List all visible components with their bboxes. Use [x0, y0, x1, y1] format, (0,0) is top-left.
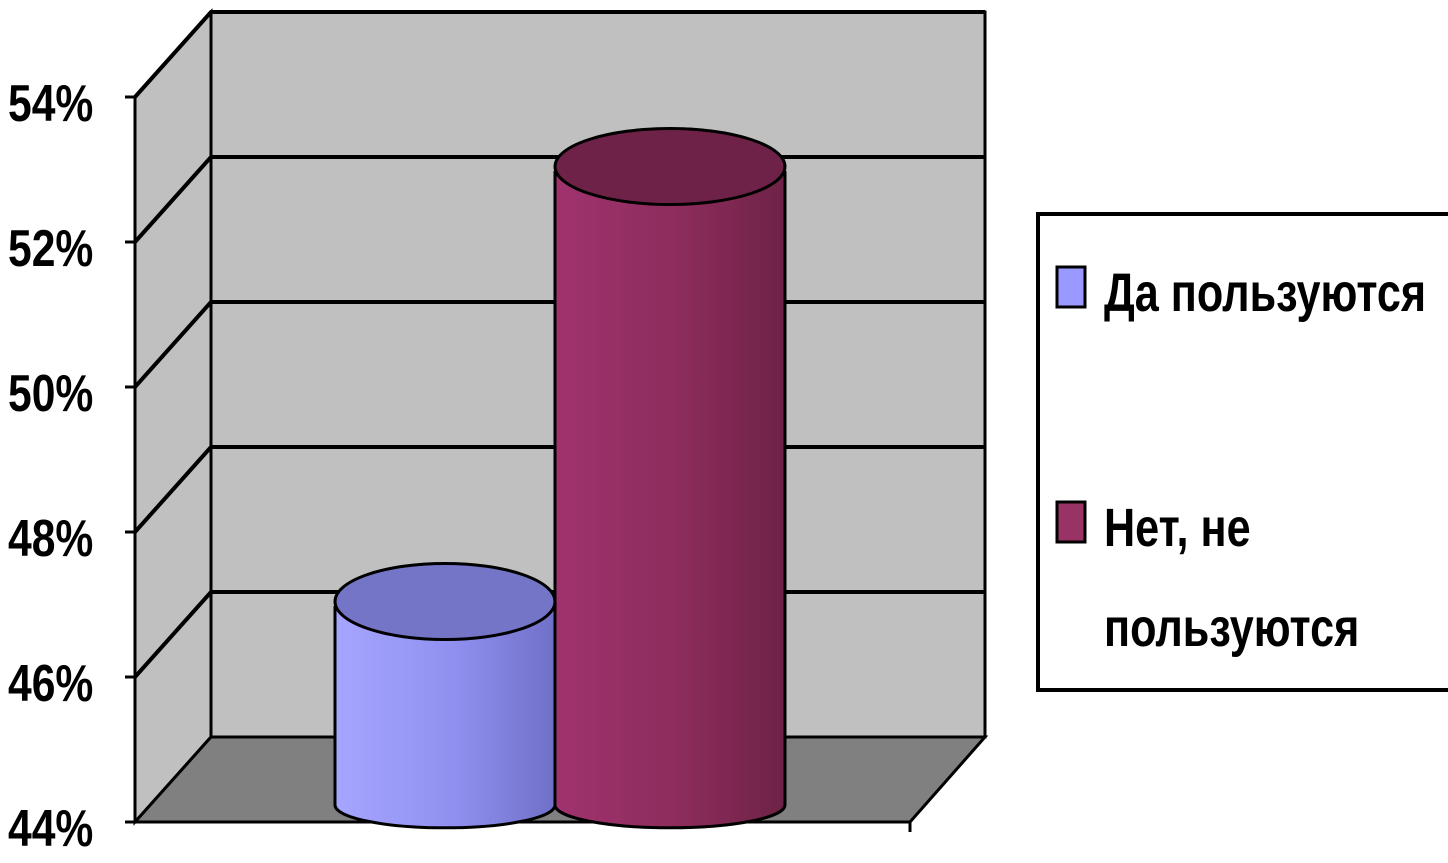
gridline	[133, 10, 985, 99]
bar	[553, 127, 787, 830]
bars	[333, 127, 787, 830]
y-axis: 44% 46% 48% 50% 52% 54%	[8, 75, 912, 858]
bar-top	[553, 127, 787, 206]
y-tick-label: 44%	[8, 800, 93, 858]
bar	[333, 562, 557, 830]
legend-swatch	[1055, 265, 1087, 309]
y-tick-label: 46%	[8, 655, 93, 713]
bar-body	[553, 171, 787, 830]
legend-label: Да пользуются	[1104, 264, 1426, 324]
bar-body	[333, 606, 557, 830]
y-tick-label: 52%	[8, 220, 93, 278]
y-tick-label: 48%	[8, 510, 93, 568]
legend-box	[1036, 212, 1448, 692]
y-tick-label: 54%	[8, 75, 93, 133]
bar-top	[333, 562, 557, 641]
legend-label: Нет, не	[1104, 499, 1251, 559]
legend-swatch	[1055, 500, 1087, 544]
y-tick-label: 50%	[8, 365, 93, 423]
side-wall	[133, 8, 213, 826]
legend: Да пользуются Нет, не пользуются	[1036, 212, 1448, 692]
legend-label: пользуются	[1104, 599, 1359, 659]
